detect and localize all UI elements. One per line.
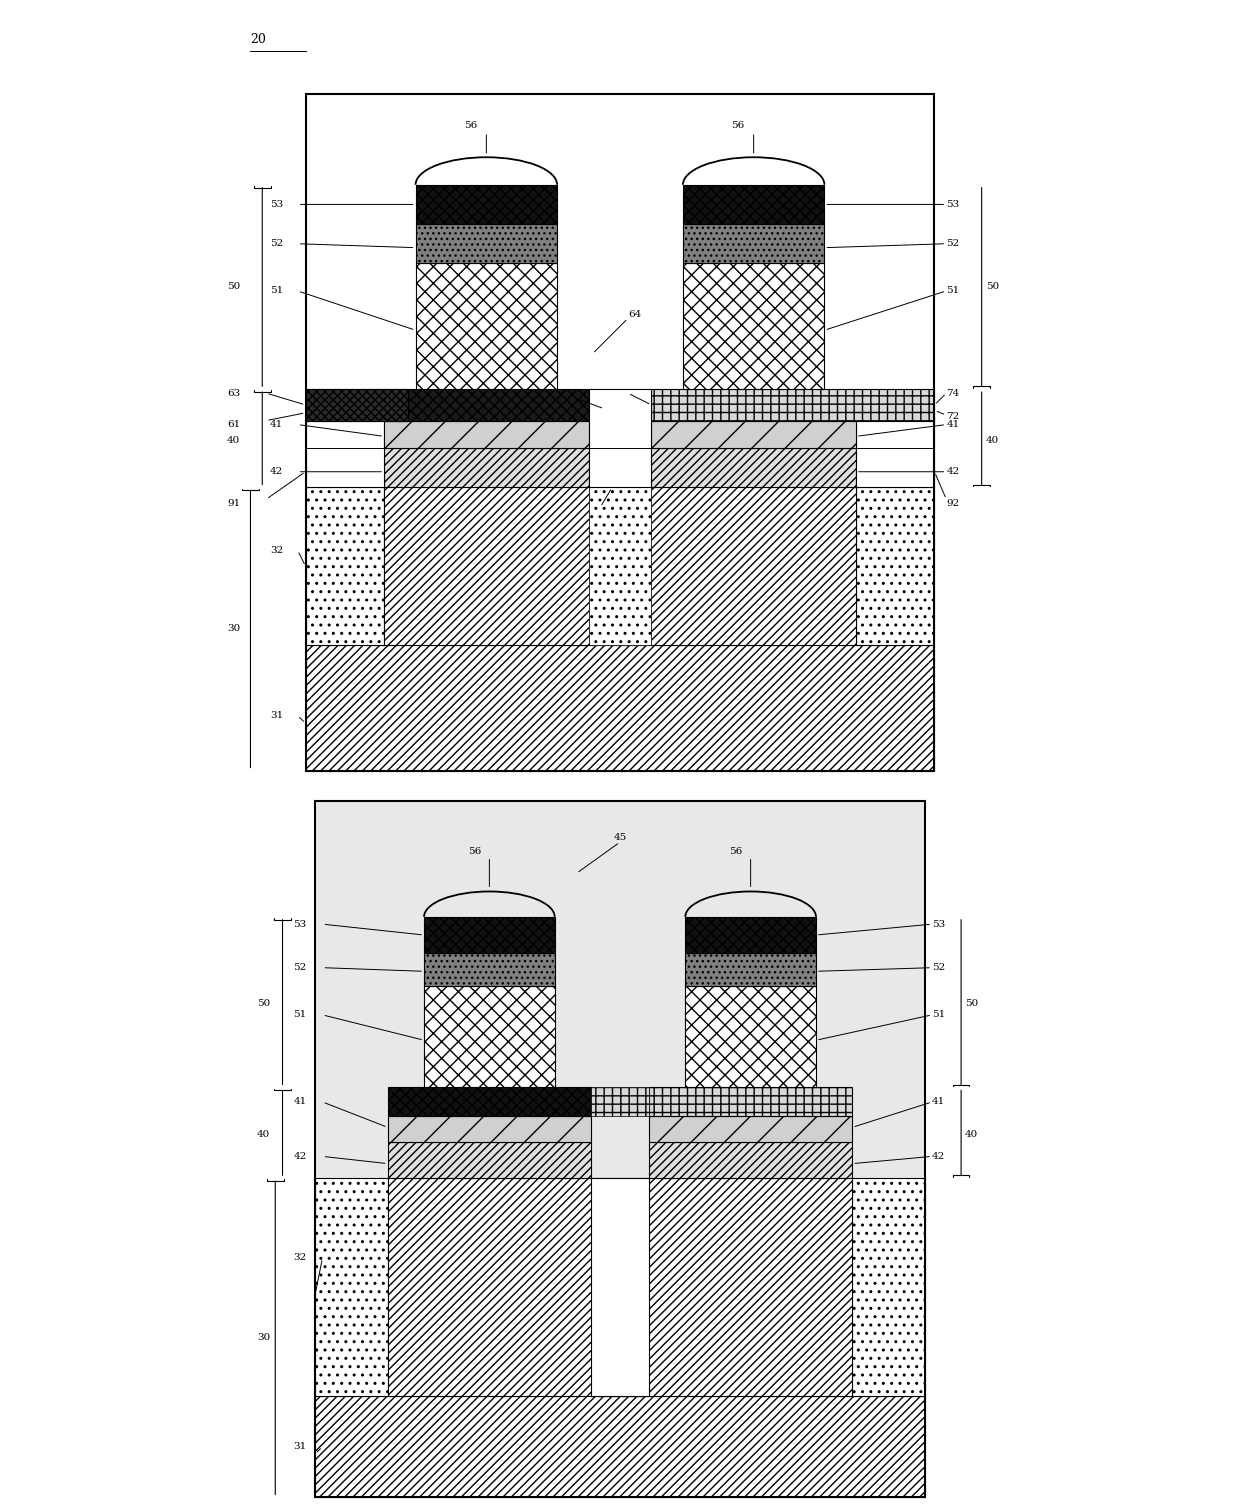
- Text: FIG. 2: FIG. 2: [591, 809, 649, 826]
- Text: 56: 56: [732, 121, 744, 130]
- Text: 53: 53: [294, 919, 306, 928]
- Text: 51: 51: [270, 286, 284, 295]
- Text: 41: 41: [270, 420, 284, 429]
- Text: 56: 56: [729, 847, 743, 856]
- Bar: [856, 417, 935, 487]
- Text: 42: 42: [946, 467, 960, 476]
- Bar: [305, 389, 408, 420]
- Text: 31: 31: [294, 1442, 306, 1452]
- Text: 52: 52: [946, 239, 960, 248]
- Bar: [651, 420, 856, 448]
- Bar: [424, 953, 554, 986]
- Bar: [315, 1178, 388, 1396]
- Bar: [388, 1142, 591, 1178]
- Bar: [305, 94, 935, 771]
- Bar: [683, 263, 825, 389]
- Bar: [384, 487, 856, 644]
- Bar: [315, 801, 925, 1178]
- Bar: [315, 1396, 925, 1497]
- Text: 40: 40: [227, 435, 241, 445]
- Text: 40: 40: [986, 435, 999, 445]
- Text: 56: 56: [464, 121, 477, 130]
- Text: 41: 41: [946, 420, 960, 429]
- Bar: [683, 184, 825, 224]
- Bar: [651, 389, 935, 420]
- Text: 31: 31: [270, 711, 284, 720]
- Bar: [424, 986, 554, 1087]
- Text: 52: 52: [932, 963, 945, 972]
- Bar: [686, 986, 816, 1087]
- Bar: [388, 1116, 591, 1142]
- Bar: [424, 916, 554, 953]
- Text: 51: 51: [932, 1010, 945, 1019]
- Text: 32: 32: [270, 546, 284, 555]
- Text: 53: 53: [946, 200, 960, 209]
- Text: 92: 92: [946, 499, 960, 508]
- Text: 56: 56: [469, 847, 481, 856]
- Text: 53: 53: [932, 919, 945, 928]
- Text: 52: 52: [294, 963, 306, 972]
- Bar: [388, 1178, 852, 1396]
- Text: 74: 74: [946, 389, 960, 398]
- Text: 20: 20: [250, 33, 267, 45]
- Text: 91: 91: [227, 499, 241, 508]
- Bar: [856, 487, 935, 644]
- Text: 45: 45: [614, 833, 626, 842]
- Bar: [589, 487, 651, 644]
- Bar: [591, 1087, 649, 1116]
- Bar: [649, 1142, 852, 1178]
- Bar: [686, 916, 816, 953]
- Bar: [683, 224, 825, 263]
- Bar: [649, 1116, 852, 1142]
- Text: 52: 52: [270, 239, 284, 248]
- Bar: [305, 417, 384, 487]
- Bar: [651, 448, 856, 487]
- Bar: [315, 801, 925, 1497]
- Text: 41: 41: [932, 1098, 945, 1107]
- Text: 64: 64: [627, 310, 641, 319]
- Text: 30: 30: [257, 1334, 270, 1343]
- Text: 30: 30: [227, 624, 241, 634]
- Text: 42: 42: [270, 467, 284, 476]
- Bar: [315, 801, 925, 1178]
- Bar: [589, 389, 651, 487]
- Bar: [415, 263, 557, 389]
- Bar: [305, 389, 589, 420]
- Bar: [589, 487, 651, 644]
- Bar: [852, 1178, 925, 1396]
- Bar: [649, 1087, 852, 1116]
- Text: 42: 42: [932, 1152, 945, 1161]
- Text: 71: 71: [589, 507, 601, 516]
- Bar: [388, 1087, 591, 1116]
- Bar: [686, 953, 816, 986]
- Text: 50: 50: [986, 283, 999, 292]
- Bar: [591, 1178, 649, 1396]
- Text: 73: 73: [557, 389, 570, 398]
- Bar: [384, 448, 589, 487]
- Bar: [415, 224, 557, 263]
- Text: 53: 53: [270, 200, 284, 209]
- Text: 72: 72: [946, 413, 960, 422]
- Bar: [305, 487, 384, 644]
- Text: 50: 50: [965, 999, 978, 1009]
- Text: 32: 32: [294, 1253, 306, 1263]
- Text: 40: 40: [257, 1129, 270, 1139]
- Bar: [415, 184, 557, 224]
- Text: 51: 51: [294, 1010, 306, 1019]
- Text: 41: 41: [294, 1098, 306, 1107]
- Text: 63: 63: [227, 389, 241, 398]
- Text: 62: 62: [627, 389, 641, 398]
- Bar: [384, 420, 589, 448]
- Text: 42: 42: [294, 1152, 306, 1161]
- Text: 51: 51: [946, 286, 960, 295]
- Text: 61: 61: [227, 420, 241, 429]
- Text: 40: 40: [965, 1129, 978, 1139]
- Text: 50: 50: [227, 283, 241, 292]
- Bar: [305, 644, 935, 771]
- Text: 50: 50: [257, 999, 270, 1009]
